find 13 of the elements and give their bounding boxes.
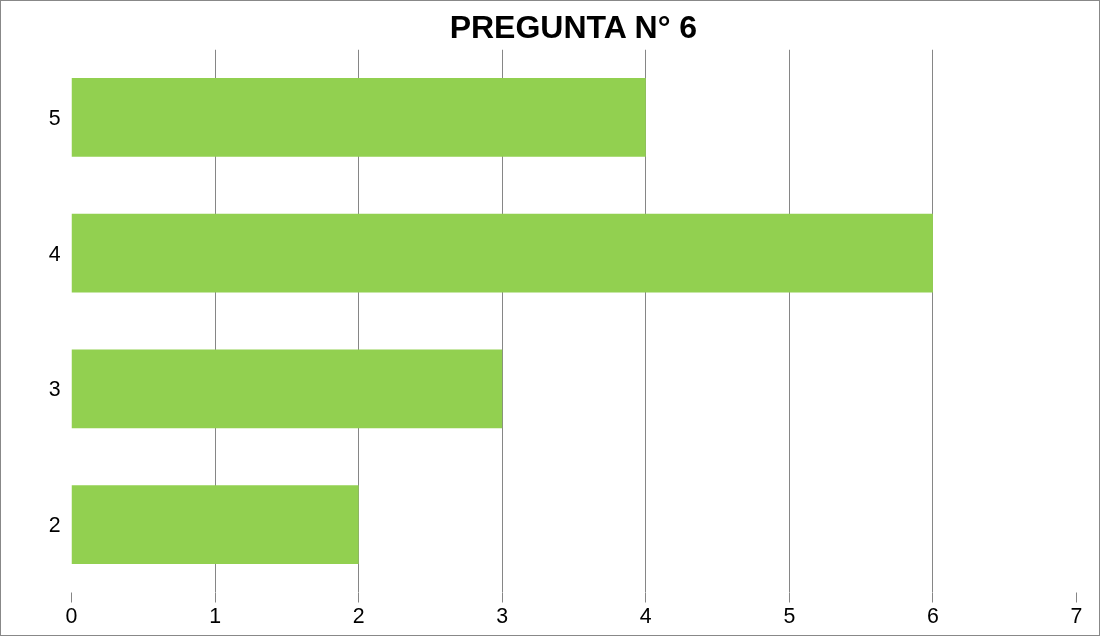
x-tick-label: 1 bbox=[209, 603, 222, 628]
x-tick-label: 5 bbox=[783, 603, 796, 628]
x-tick-label: 2 bbox=[352, 603, 365, 628]
y-tick-label: 5 bbox=[48, 105, 61, 130]
x-tick-label: 4 bbox=[639, 603, 652, 628]
y-tick-label: 4 bbox=[48, 241, 61, 266]
y-tick-label: 2 bbox=[48, 513, 61, 538]
x-tick-label: 0 bbox=[65, 603, 78, 628]
x-tick-label: 3 bbox=[496, 603, 509, 628]
chart-title: PREGUNTA N° 6 bbox=[449, 8, 698, 45]
y-tick-label: 3 bbox=[48, 377, 61, 402]
x-tick-label: 6 bbox=[927, 603, 939, 628]
x-tick-label: 7 bbox=[1070, 603, 1083, 628]
